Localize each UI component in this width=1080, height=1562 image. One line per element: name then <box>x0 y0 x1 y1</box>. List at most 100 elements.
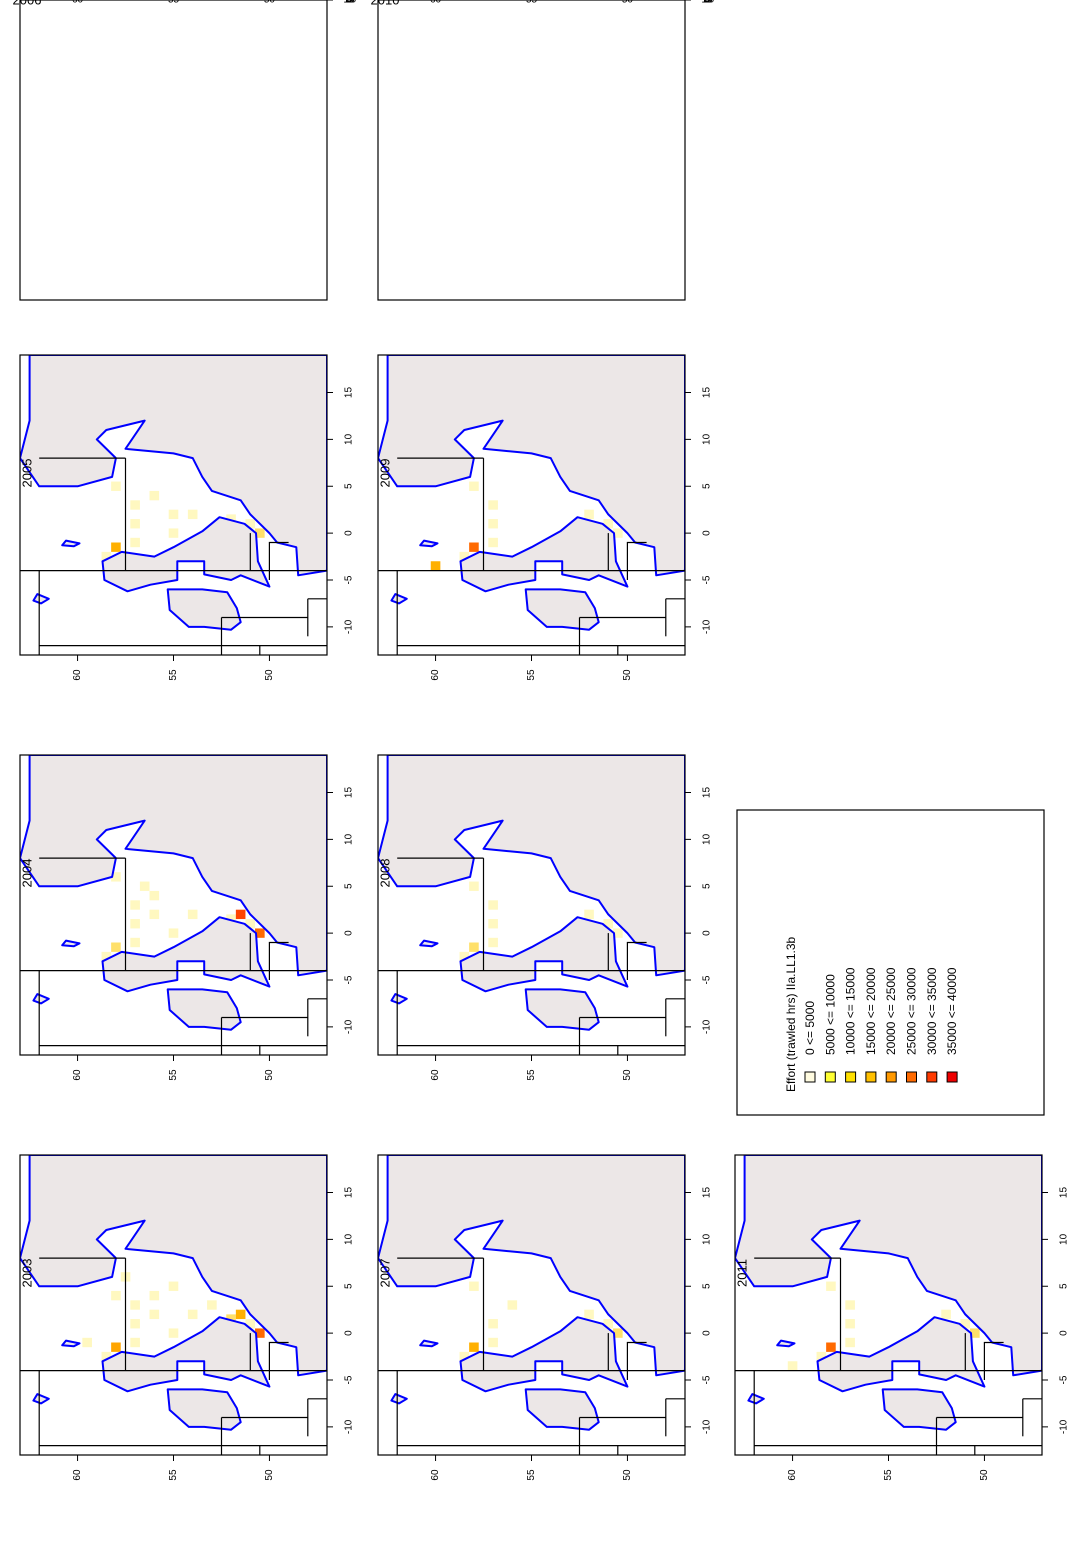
lat-tick-label: 60 <box>787 1469 798 1481</box>
lon-tick-label: 15 <box>344 1187 355 1199</box>
lon-tick-label: 0 <box>702 930 713 936</box>
year-title: 2003 <box>20 1259 35 1288</box>
effort-cell <box>226 1314 236 1324</box>
effort-cell <box>816 1351 827 1362</box>
lon-tick-label: 5 <box>346 0 352 6</box>
effort-cell <box>459 1351 470 1362</box>
legend-swatch <box>926 1071 938 1083</box>
island-land <box>459 516 629 593</box>
effort-cell <box>469 942 479 952</box>
lon-tick-label: 0 <box>702 1330 713 1336</box>
effort-cell <box>469 1342 479 1352</box>
effort-cell <box>603 519 614 529</box>
area-boundary <box>268 941 289 980</box>
effort-cell <box>130 537 140 548</box>
effort-cell <box>139 881 150 891</box>
effort-cell <box>255 928 265 938</box>
island-land <box>419 939 439 948</box>
effort-cell <box>130 1300 140 1310</box>
lat-tick-label: 60 <box>430 669 441 681</box>
effort-cell <box>787 1361 798 1371</box>
lon-tick-label: -10 <box>344 619 355 634</box>
map-panel-2009: 2009 -10 -5 0 5 10 15 60 55 50 <box>377 354 713 681</box>
effort-cell <box>826 1342 836 1352</box>
lon-tick-label: -5 <box>344 575 355 584</box>
effort-cell <box>255 1328 265 1338</box>
lon-tick-label: 5 <box>702 883 713 889</box>
effort-cell <box>168 1281 179 1291</box>
effort-cell <box>613 928 623 938</box>
area-boundary <box>626 941 647 980</box>
lon-tick-label: -10 <box>702 1419 713 1434</box>
effort-cell <box>459 551 470 562</box>
lon-tick-label: 5 <box>704 0 710 6</box>
island-land <box>459 916 629 993</box>
lon-tick-label: 15 <box>344 787 355 799</box>
lat-tick-label: 60 <box>72 1469 83 1481</box>
effort-cell <box>488 519 498 529</box>
effort-cell <box>207 1300 217 1310</box>
lon-tick-label: 0 <box>702 530 713 536</box>
year-title: 2011 <box>735 1259 750 1287</box>
year-title: 2005 <box>20 459 35 488</box>
lon-tick-label: -5 <box>702 1375 713 1384</box>
effort-cell <box>101 551 112 562</box>
lat-tick-label: 50 <box>264 0 276 6</box>
lon-tick-label: -10 <box>344 1019 355 1034</box>
lat-tick-label: 55 <box>526 1469 537 1481</box>
island-land <box>61 1339 81 1348</box>
effort-cell <box>469 481 479 491</box>
lat-tick-label: 50 <box>264 1469 275 1481</box>
map-panel-2011: 2011 -10 -5 0 5 10 15 60 55 50 <box>734 1154 1070 1481</box>
legend-swatch <box>885 1071 897 1083</box>
island-land <box>32 993 50 1005</box>
lon-tick-label: 10 <box>343 0 355 6</box>
year-title: 2009 <box>378 459 393 488</box>
continent-land <box>378 755 685 977</box>
lon-tick-label: 5 <box>344 883 355 889</box>
lat-tick-label: 55 <box>526 669 537 681</box>
lon-tick-label: -10 <box>700 0 715 6</box>
lon-tick-label: 5 <box>344 483 355 489</box>
legend-label: 15000 <= 20000 <box>864 967 878 1055</box>
effort-cell <box>488 919 498 929</box>
effort-cell <box>101 951 112 962</box>
island-land <box>101 1316 271 1393</box>
effort-cell <box>226 514 236 524</box>
lat-tick-label: 50 <box>622 1069 633 1081</box>
lon-tick-label: 10 <box>344 1233 355 1245</box>
effort-cell <box>960 1319 971 1329</box>
continent-land <box>20 355 327 577</box>
effort-cell <box>488 1319 498 1329</box>
effort-cell <box>488 937 498 948</box>
effort-cell <box>488 537 498 548</box>
lon-tick-label: 0 <box>1059 1330 1070 1336</box>
island-land <box>166 588 242 631</box>
legend-label: 35000 <= 40000 <box>945 967 959 1055</box>
effort-cell <box>845 1337 855 1348</box>
lon-tick-label: -5 <box>702 575 713 584</box>
effort-cell <box>430 561 441 571</box>
lat-tick-label: 50 <box>622 669 633 681</box>
lon-tick-label: -5 <box>345 0 354 6</box>
effort-cell <box>941 1309 951 1320</box>
lon-tick-label: 10 <box>701 0 713 6</box>
lat-tick-label: 50 <box>979 1469 990 1481</box>
map-panel-2005: 2005 -10 -5 0 5 10 15 60 55 50 <box>19 354 355 681</box>
lon-tick-label: 0 <box>344 1330 355 1336</box>
legend-swatch <box>906 1071 917 1083</box>
map-panel-2008: 2008 -10 -5 0 5 10 15 60 55 50 <box>377 754 713 1081</box>
effort-cell <box>111 542 121 552</box>
effort-cell <box>168 528 179 538</box>
effort-cell <box>168 509 179 520</box>
island-land <box>459 1316 629 1393</box>
legend-swatch <box>804 1071 816 1083</box>
area-boundary <box>268 1341 289 1380</box>
legend: Effort (trawled hrs) IIa.LL1.3b 0 <= 5000… <box>736 809 1045 1116</box>
effort-cell <box>130 500 140 510</box>
map-panel-2007: 2007 -10 -5 0 5 10 15 60 55 50 <box>377 1154 713 1481</box>
island-land <box>816 1316 986 1393</box>
effort-cell <box>111 872 121 882</box>
